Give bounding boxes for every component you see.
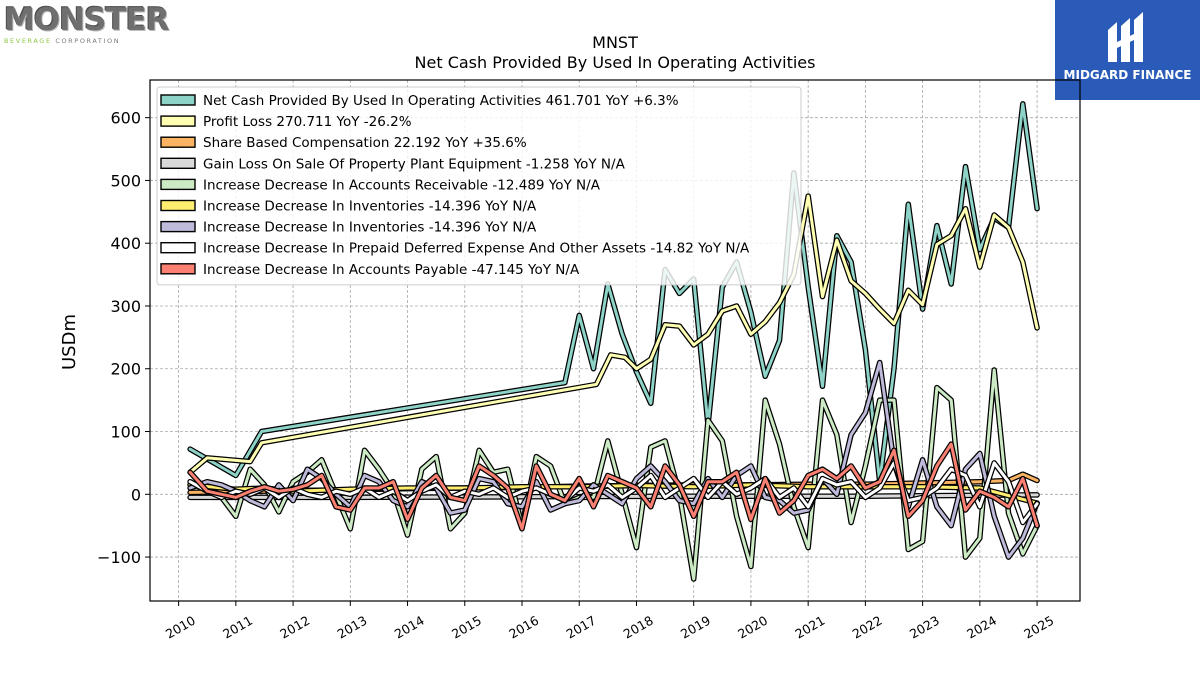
- y-tick-label: 400: [110, 234, 141, 253]
- chart-title: MNST: [592, 33, 638, 52]
- y-tick-label: 0: [131, 485, 141, 504]
- x-tick-label: 2018: [621, 613, 656, 642]
- midgard-finance-name: MIDGARD FINANCE: [1063, 68, 1192, 82]
- legend-label: Share Based Compensation 22.192 YoY +35.…: [203, 135, 527, 151]
- y-tick-label: 500: [110, 171, 141, 190]
- plot-frame: [149, 79, 1081, 602]
- series-line: [188, 194, 1039, 474]
- series-8: [187, 441, 1040, 532]
- y-axis-label: USDm: [59, 314, 80, 370]
- series-layer: [187, 101, 1040, 582]
- midgard-mark-icon: [1108, 12, 1143, 62]
- x-tick-label: 2022: [850, 613, 885, 642]
- x-tick-label: 2012: [277, 613, 312, 642]
- legend-label: Increase Decrease In Inventories -14.396…: [203, 199, 537, 215]
- x-tick-label: 2016: [506, 613, 541, 642]
- x-tick-label: 2014: [392, 613, 427, 642]
- legend-swatch: [160, 220, 196, 233]
- x-tick-label: 2010: [163, 613, 198, 642]
- x-tick-label: 2017: [563, 613, 598, 642]
- legend-label: Profit Loss 270.711 YoY -26.2%: [203, 114, 412, 130]
- x-tick-label: 2011: [220, 613, 255, 642]
- legend-label: Increase Decrease In Inventories -14.396…: [203, 220, 537, 236]
- legend-swatch: [160, 263, 196, 275]
- legend-swatch: [160, 136, 196, 148]
- logo-sub-text: BEVERAGE CORPORATION: [4, 37, 164, 45]
- x-tick-label: 2025: [1021, 613, 1056, 642]
- legend: Net Cash Provided By Used In Operating A…: [156, 86, 802, 286]
- logo-sub-green: BEVERAGE: [4, 37, 52, 45]
- legend-swatch: [160, 178, 196, 191]
- y-tick-label: 300: [110, 297, 141, 316]
- x-tick-label: 2020: [735, 613, 770, 642]
- legend-label: Net Cash Provided By Used In Operating A…: [203, 93, 679, 109]
- x-tick-label: 2021: [792, 613, 827, 642]
- legend-box: [156, 86, 802, 286]
- logo-sub-rest: CORPORATION: [51, 37, 121, 45]
- legend-swatch: [160, 94, 196, 106]
- series-1: [187, 193, 1040, 476]
- x-tick-label: 2019: [678, 613, 713, 642]
- legend-swatch: [160, 115, 196, 127]
- legend-label: Increase Decrease In Prepaid Deferred Ex…: [203, 241, 750, 257]
- legend-swatch: [160, 241, 196, 254]
- midgard-finance-logo: MIDGARD FINANCE: [1055, 0, 1200, 100]
- monster-beverage-logo: MONSTER BEVERAGE CORPORATION: [4, 2, 170, 46]
- y-tick-label: 200: [110, 360, 141, 379]
- x-tick-label: 2013: [335, 613, 370, 642]
- legend-label: Gain Loss On Sale Of Property Plant Equi…: [203, 156, 626, 172]
- logo-brand-text: MONSTER: [4, 2, 170, 38]
- y-tick-label: 100: [110, 423, 141, 442]
- legend-swatch: [160, 199, 196, 212]
- legend-label: Increase Decrease In Accounts Receivable…: [203, 177, 601, 193]
- x-tick-label: 2015: [449, 613, 484, 642]
- x-tick-label: 2024: [964, 613, 999, 642]
- legend-label: Increase Decrease In Accounts Payable -4…: [203, 262, 580, 278]
- y-tick-label: −100: [97, 548, 141, 567]
- x-tick-label: 2023: [907, 613, 942, 642]
- legend-swatch: [160, 157, 196, 170]
- y-tick-label: 600: [110, 109, 141, 128]
- chart-subtitle: Net Cash Provided By Used In Operating A…: [415, 53, 816, 72]
- series-line: [188, 442, 1039, 531]
